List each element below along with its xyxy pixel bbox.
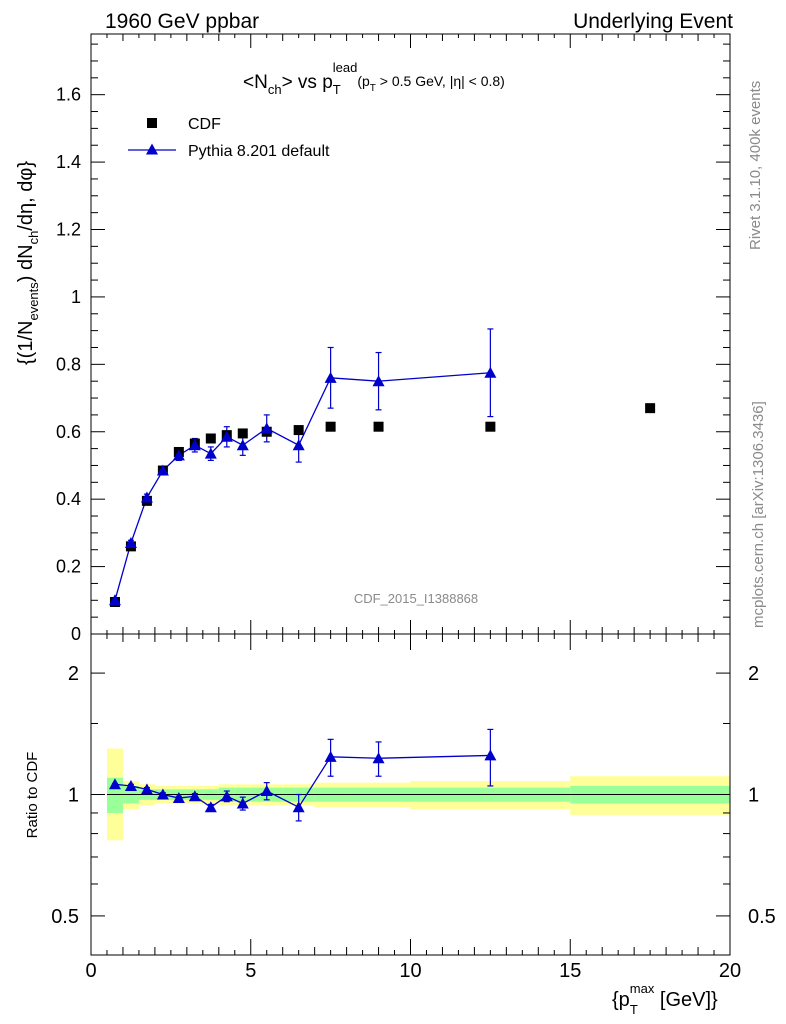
main-y-tick-label: 1.2 bbox=[56, 220, 81, 240]
pythia-data-point bbox=[140, 491, 153, 503]
ratio-y-tick-label: 2 bbox=[68, 663, 79, 685]
rivet-info-text: Rivet 3.1.10, 400k events bbox=[747, 81, 764, 250]
ratio-data-point bbox=[220, 790, 233, 802]
pythia-data-point bbox=[260, 422, 273, 434]
pythia-data-point bbox=[108, 594, 121, 606]
cdf-data-point bbox=[293, 425, 304, 436]
legend-marker-pythia bbox=[146, 143, 158, 155]
ratio-data-point bbox=[292, 801, 305, 813]
ratio-y-tick-label-right: 1 bbox=[748, 785, 759, 807]
main-y-tick-label: 0.4 bbox=[56, 489, 81, 509]
x-axis-label: {pTmax [GeV]} bbox=[612, 981, 718, 1017]
x-tick-label: 15 bbox=[559, 960, 581, 982]
ratio-y-axis-label: Ratio to CDF bbox=[24, 752, 41, 839]
ratio-data-point bbox=[140, 783, 153, 795]
pythia-data-point bbox=[172, 449, 185, 461]
x-tick-label: 20 bbox=[719, 960, 741, 982]
pythia-data-point bbox=[156, 464, 169, 476]
svg-text:{(1/Nevents) dNch/dη, dφ}: {(1/Nevents) dNch/dη, dφ} bbox=[15, 161, 41, 365]
pythia-data-point bbox=[188, 439, 201, 451]
x-tick-label: 5 bbox=[245, 960, 256, 982]
pythia-data-point bbox=[236, 439, 249, 451]
ratio-y-tick-label-right: 0.5 bbox=[748, 906, 776, 928]
pythia-data-point bbox=[372, 375, 385, 387]
header-left-text: 1960 GeV ppbar bbox=[105, 10, 259, 33]
ratio-data-point bbox=[156, 788, 169, 800]
cdf-data-point bbox=[325, 421, 336, 432]
legend-label-pythia: Pythia 8.201 default bbox=[188, 143, 330, 160]
ratio-y-tick-label-right: 2 bbox=[748, 663, 759, 685]
ratio-y-tick-label: 0.5 bbox=[51, 906, 79, 928]
pythia-data-point bbox=[204, 447, 217, 459]
ratio-data-point bbox=[236, 797, 249, 809]
x-tick-label: 0 bbox=[85, 960, 96, 982]
ratio-data-point bbox=[124, 779, 137, 791]
pythia-data-point bbox=[324, 371, 337, 383]
main-panel: 0 0.2 0.4 0.6 0.8 1 1.2 1.4 1.6 <Nch> vs pTlead(… bbox=[15, 33, 731, 644]
main-frame bbox=[90, 33, 731, 635]
header-right-text: Underlying Event bbox=[573, 10, 733, 33]
legend: CDF Pythia 8.201 default bbox=[128, 116, 330, 160]
main-y-tick-label: 1.6 bbox=[56, 85, 81, 105]
main-y-tick-label: 1.4 bbox=[56, 152, 81, 172]
legend-label-cdf: CDF bbox=[188, 116, 221, 133]
cdf-data-point bbox=[237, 428, 248, 439]
ratio-data-point bbox=[188, 790, 201, 802]
plot-title: <Nch> vs pTlead(pT > 0.5 GeV, |η| < 0.8) bbox=[243, 60, 505, 97]
main-y-tick-label: 0.2 bbox=[56, 557, 81, 577]
ratio-plot-area bbox=[106, 728, 730, 841]
ratio-y-tick-label: 1 bbox=[68, 785, 79, 807]
main-y-tick-label: 0 bbox=[71, 624, 81, 644]
svg-text:<Nch> vs pTlead(pT > 0.5 GeV,: <Nch> vs pTlead(pT > 0.5 GeV, |η| < 0.8) bbox=[243, 60, 505, 97]
pythia-data-point bbox=[124, 536, 137, 548]
main-y-tick-label: 0.6 bbox=[56, 422, 81, 442]
ratio-data-point bbox=[484, 749, 497, 761]
ratio-panel: 0.5 0.51 12 20 5 10 15 20 Ratio to CDF {pTmax [… bbox=[24, 633, 776, 1017]
ratio-data-point bbox=[172, 792, 185, 804]
main-y-tick-label: 1 bbox=[71, 287, 81, 307]
ratio-data-point bbox=[108, 778, 121, 790]
mcplots-info-text: mcplots.cern.ch [arXiv:1306.3436] bbox=[750, 401, 767, 628]
analysis-watermark: CDF_2015_I1388868 bbox=[354, 591, 478, 606]
main-y-axis-label: {(1/Nevents) dNch/dη, dφ} bbox=[15, 161, 41, 365]
legend-marker-cdf bbox=[147, 118, 157, 128]
svg-text:{pTmax [GeV]}: {pTmax [GeV]} bbox=[612, 981, 718, 1017]
pythia-series-line bbox=[114, 372, 491, 601]
pythia-data-point bbox=[484, 366, 497, 378]
cdf-data-point bbox=[645, 403, 656, 414]
ratio-data-point bbox=[260, 785, 273, 797]
cdf-data-point bbox=[485, 421, 496, 432]
ratio-axes: 0.5 0.51 12 20 5 10 15 20 bbox=[51, 634, 776, 982]
main-y-axis: 0 0.2 0.4 0.6 0.8 1 1.2 1.4 1.6 bbox=[56, 34, 731, 644]
pythia-data-point bbox=[220, 430, 233, 442]
main-plot-area bbox=[108, 328, 656, 607]
pythia-data-point bbox=[292, 439, 305, 451]
ratio-data-point bbox=[204, 801, 217, 813]
ratio-data-point bbox=[372, 752, 385, 764]
ratio-data-point bbox=[324, 750, 337, 762]
cdf-data-point bbox=[205, 433, 216, 444]
cdf-data-point bbox=[373, 421, 384, 432]
x-tick-label: 10 bbox=[399, 960, 421, 982]
main-y-tick-label: 0.8 bbox=[56, 354, 81, 374]
